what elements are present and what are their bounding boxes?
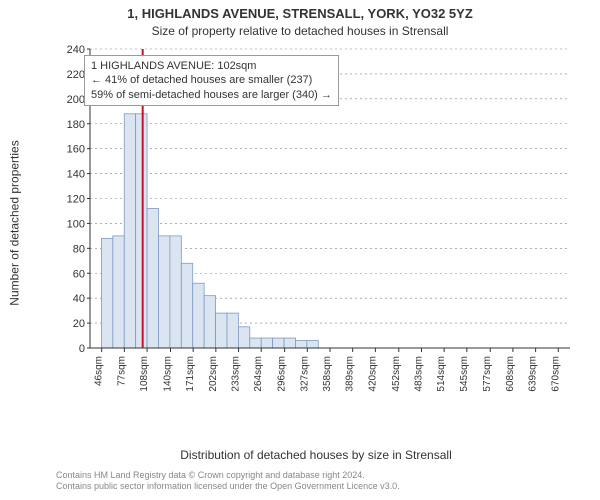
- svg-text:389sqm: 389sqm: [345, 356, 356, 392]
- svg-text:545sqm: 545sqm: [459, 356, 470, 392]
- svg-text:670sqm: 670sqm: [550, 356, 561, 392]
- svg-text:200: 200: [67, 94, 85, 106]
- page-subtitle: Size of property relative to detached ho…: [0, 24, 600, 38]
- svg-text:202sqm: 202sqm: [208, 356, 219, 392]
- svg-text:514sqm: 514sqm: [436, 356, 447, 392]
- svg-text:0: 0: [79, 343, 85, 355]
- footer-attribution: Contains HM Land Registry data © Crown c…: [56, 470, 576, 492]
- svg-text:100: 100: [67, 218, 85, 230]
- svg-text:120: 120: [67, 194, 85, 206]
- info-line-larger: 59% of semi-detached houses are larger (…: [91, 88, 332, 102]
- svg-text:220: 220: [67, 69, 85, 81]
- svg-text:452sqm: 452sqm: [391, 356, 402, 392]
- svg-text:20: 20: [73, 318, 85, 330]
- x-axis-label: Distribution of detached houses by size …: [56, 448, 576, 462]
- info-line-property: 1 HIGHLANDS AVENUE: 102sqm: [91, 59, 332, 73]
- y-axis-label: Number of detached properties: [8, 45, 22, 400]
- footer-line-2: Contains public sector information licen…: [56, 481, 576, 492]
- svg-text:608sqm: 608sqm: [505, 356, 516, 392]
- svg-text:240: 240: [67, 45, 85, 56]
- svg-text:171sqm: 171sqm: [185, 356, 196, 392]
- svg-text:108sqm: 108sqm: [139, 356, 150, 392]
- svg-text:80: 80: [73, 243, 85, 255]
- svg-text:180: 180: [67, 119, 85, 131]
- page-title: 1, HIGHLANDS AVENUE, STRENSALL, YORK, YO…: [0, 6, 600, 21]
- property-info-box: 1 HIGHLANDS AVENUE: 102sqm ← 41% of deta…: [84, 55, 339, 106]
- svg-text:358sqm: 358sqm: [322, 356, 333, 392]
- svg-text:577sqm: 577sqm: [482, 356, 493, 392]
- info-line-smaller: ← 41% of detached houses are smaller (23…: [91, 73, 332, 87]
- svg-text:483sqm: 483sqm: [413, 356, 424, 392]
- svg-text:140sqm: 140sqm: [162, 356, 173, 392]
- footer-line-1: Contains HM Land Registry data © Crown c…: [56, 470, 576, 481]
- svg-text:140: 140: [67, 169, 85, 181]
- svg-text:327sqm: 327sqm: [299, 356, 310, 392]
- svg-text:296sqm: 296sqm: [277, 356, 288, 392]
- svg-text:77sqm: 77sqm: [116, 356, 127, 386]
- svg-text:420sqm: 420sqm: [367, 356, 378, 392]
- svg-text:40: 40: [73, 293, 85, 305]
- svg-text:233sqm: 233sqm: [231, 356, 242, 392]
- svg-text:264sqm: 264sqm: [253, 356, 264, 392]
- svg-text:60: 60: [73, 268, 85, 280]
- svg-text:639sqm: 639sqm: [528, 356, 539, 392]
- svg-text:46sqm: 46sqm: [94, 356, 105, 386]
- svg-text:160: 160: [67, 144, 85, 156]
